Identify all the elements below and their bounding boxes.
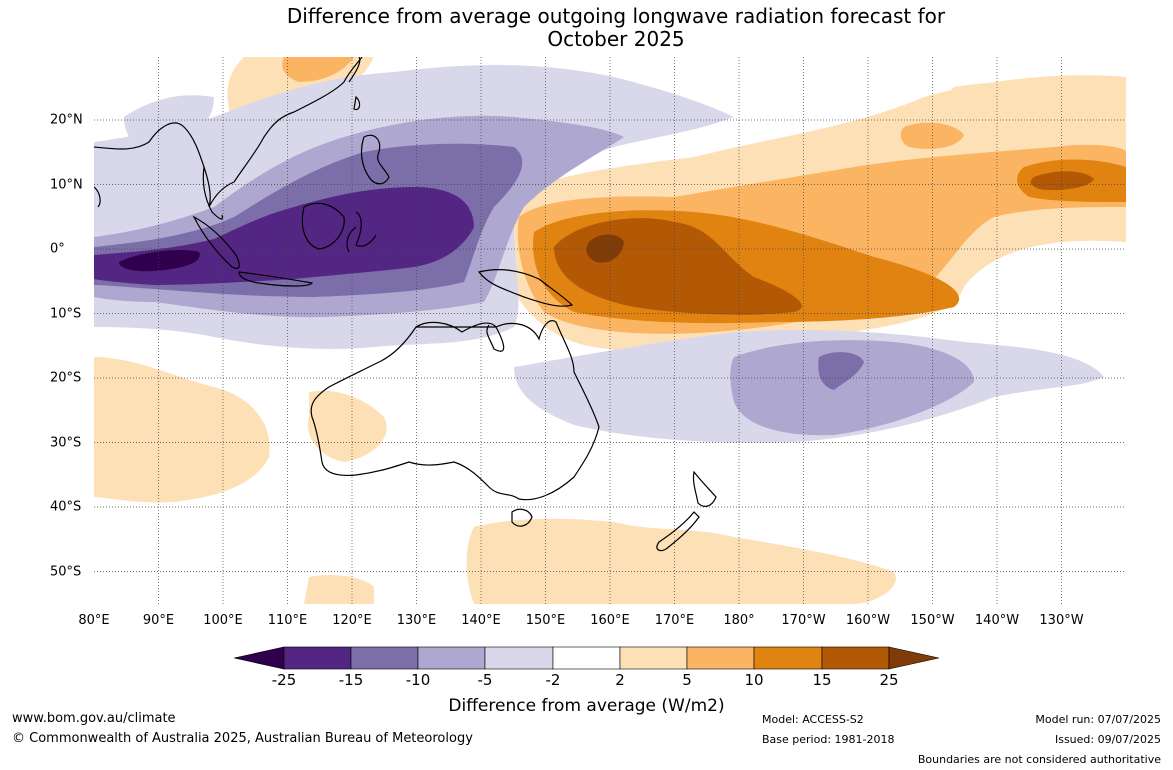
colorbar-bin-neg15-neg10 bbox=[350, 646, 419, 670]
footer-disclaimer: Boundaries are not considered authoritat… bbox=[917, 753, 1161, 766]
colorbar-tick-label: -10 bbox=[405, 671, 431, 689]
footer-issued: Issued: 09/07/2025 bbox=[1054, 733, 1161, 746]
longitude-label: 150°E bbox=[525, 613, 566, 628]
sri-lanka-coastline bbox=[94, 186, 101, 208]
longitude-label: 100°E bbox=[203, 613, 243, 628]
longitude-label: 80°E bbox=[78, 613, 110, 628]
footer-model-run: Model run: 07/07/2025 bbox=[1035, 713, 1161, 726]
new-zealand-north bbox=[692, 470, 717, 507]
colorbar-tick-label: -5 bbox=[477, 671, 493, 689]
latitude-label: 0° bbox=[50, 241, 65, 257]
colorbar-tick-label: 10 bbox=[744, 671, 764, 689]
mainland-asia-coastline bbox=[94, 57, 363, 208]
longitude-label: 120°E bbox=[332, 613, 372, 628]
longitude-label: 130°W bbox=[1039, 613, 1084, 628]
malay-peninsula-coastline bbox=[202, 166, 224, 220]
footer-model: Model: ACCESS-S2 bbox=[762, 713, 864, 726]
australia-coastline bbox=[310, 320, 600, 501]
title-line-1: Difference from average outgoing longwav… bbox=[286, 4, 946, 28]
longitude-label: 180° bbox=[723, 613, 755, 628]
taiwan-coastline bbox=[353, 95, 361, 111]
longitude-label: 130°E bbox=[396, 613, 437, 628]
longitude-label: 160°W bbox=[845, 613, 891, 628]
latitude-label: 50°S bbox=[50, 564, 82, 579]
colorbar-bin-10-15 bbox=[753, 646, 823, 670]
longitude-label: 140°E bbox=[461, 613, 501, 628]
colorbar-tick-label: -25 bbox=[271, 671, 297, 689]
southern-ocean-light bbox=[466, 518, 896, 604]
colorbar-bin-2-5 bbox=[619, 646, 688, 670]
colorbar-bin-neg10-neg5 bbox=[417, 646, 486, 670]
title-line-2: October 2025 bbox=[547, 27, 685, 51]
latitude-label: 20°N bbox=[50, 112, 83, 128]
chart-title: Difference from average outgoing longwav… bbox=[0, 5, 1173, 51]
colorbar-title: Difference from average (W/m2) bbox=[448, 696, 725, 716]
colorbar-tick-label: -15 bbox=[338, 671, 364, 689]
colorbar-bin-neg25-neg15 bbox=[283, 646, 352, 670]
pacific-warm-extreme bbox=[586, 234, 624, 263]
colorbar-bin-neg5-neg2 bbox=[484, 646, 554, 670]
colorbar-tick-label: 25 bbox=[879, 671, 899, 689]
south-pacific-strong bbox=[818, 352, 864, 390]
colorbar-tick-label: 15 bbox=[812, 671, 832, 689]
latitude-label: 20°S bbox=[50, 370, 82, 386]
footer-url[interactable]: www.bom.gov.au/climate bbox=[12, 711, 176, 726]
latitude-label: 40°S bbox=[50, 499, 82, 515]
west-australia-light bbox=[308, 390, 387, 462]
north-pacific-very-strong bbox=[1030, 171, 1094, 191]
sumatra-coastline bbox=[192, 215, 240, 270]
colorbar-bin-15-25 bbox=[821, 646, 890, 670]
colorbar-tick-label: 5 bbox=[682, 671, 692, 689]
longitude-label: 110°E bbox=[267, 613, 308, 628]
longitude-label: 90°E bbox=[142, 613, 175, 628]
longitude-label: 150°W bbox=[910, 613, 955, 628]
west-indian-light bbox=[94, 357, 270, 503]
longitude-label: 160°E bbox=[590, 613, 630, 628]
new-zealand-south bbox=[656, 511, 700, 552]
colorbar bbox=[234, 646, 940, 670]
tasman-light bbox=[304, 575, 374, 604]
south-pacific-mid bbox=[730, 340, 974, 436]
longitude-label: 170°W bbox=[781, 613, 826, 628]
longitude-label: 170°E bbox=[654, 613, 695, 628]
java-coastline bbox=[238, 271, 314, 287]
latitude-label: 10°N bbox=[50, 177, 83, 192]
colorbar-bin-5-10 bbox=[686, 646, 755, 670]
latitude-label: 10°S bbox=[50, 306, 82, 321]
footer-base-period: Base period: 1981-2018 bbox=[762, 733, 895, 746]
olr-anomaly-map bbox=[94, 57, 1126, 604]
colorbar-min-extension bbox=[234, 646, 285, 670]
new-guinea-coastline bbox=[477, 269, 574, 307]
tasmania-coastline bbox=[511, 508, 533, 527]
colorbar-tick-label: 2 bbox=[615, 671, 625, 689]
colorbar-tick-label: -2 bbox=[545, 671, 561, 689]
indian-ocean-extreme bbox=[119, 250, 200, 272]
latitude-label: 30°S bbox=[50, 435, 82, 450]
coastlines bbox=[94, 57, 717, 552]
sulawesi-coastline bbox=[346, 211, 377, 253]
colorbar-max-extension bbox=[888, 646, 940, 670]
colorbar-bin-neg2-2 bbox=[552, 646, 621, 670]
map-svg bbox=[94, 57, 1126, 604]
philippines-coastline bbox=[360, 134, 390, 185]
longitude-label: 140°W bbox=[974, 613, 1020, 628]
borneo-coastline bbox=[301, 202, 345, 250]
graticule bbox=[94, 57, 1126, 604]
japan-coastline bbox=[348, 57, 361, 83]
footer-copyright: © Commonwealth of Australia 2025, Austra… bbox=[12, 731, 473, 746]
china-mid bbox=[282, 57, 354, 82]
